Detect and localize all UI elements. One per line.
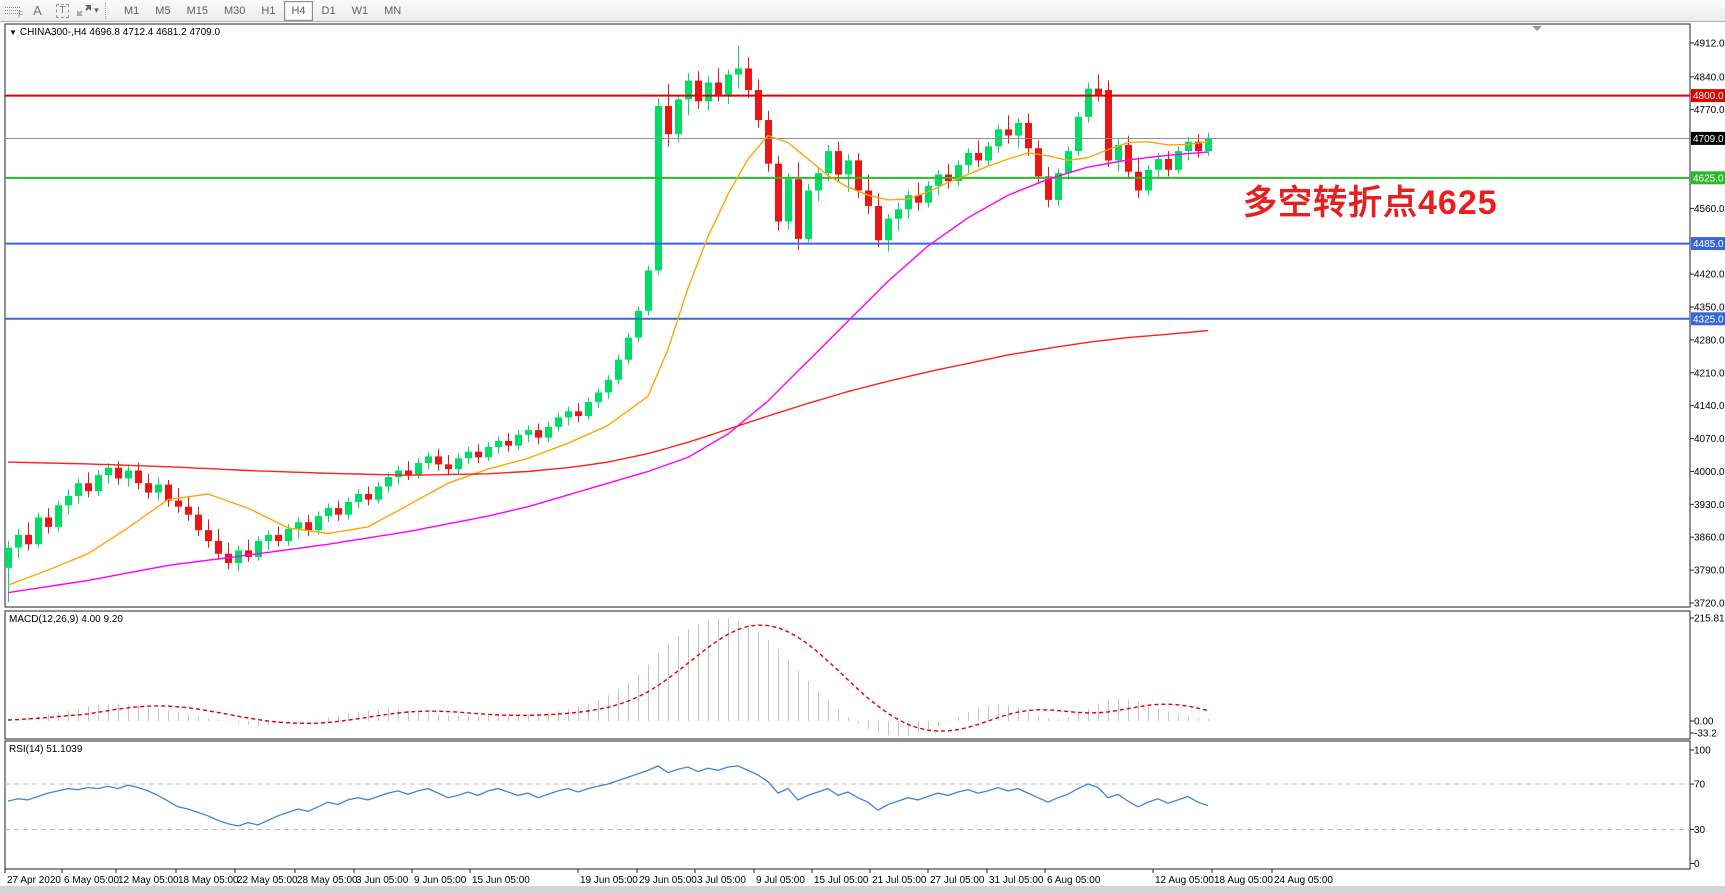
rsi-indicator-label: RSI(14) 51.1039 xyxy=(9,744,83,755)
rsi-axis-label: 30 xyxy=(1694,825,1706,836)
price-badge-label: 4485.0 xyxy=(1693,239,1724,250)
arrows-glyph-icon xyxy=(77,5,92,16)
price-axis-label: 4000.0 xyxy=(1694,467,1725,478)
timeframe-button-M5[interactable]: M5 xyxy=(155,4,171,17)
rsi-axis-label: 70 xyxy=(1694,780,1706,791)
time-axis-label: 21 Jul 05:00 xyxy=(872,875,927,886)
price-axis-label: 3720.0 xyxy=(1694,599,1725,610)
toolbar-grip[interactable] xyxy=(105,2,111,19)
time-axis-label: 19 Jun 05:00 xyxy=(580,875,638,886)
chevron-down-icon[interactable]: ▾ xyxy=(94,5,99,15)
text-label-tool-icon[interactable]: T xyxy=(51,1,74,21)
price-badge-label: 4709.0 xyxy=(1693,134,1724,145)
timeframe-button-M1[interactable]: M1 xyxy=(124,4,140,17)
fibonacci-retracement-tool-icon[interactable]: F xyxy=(1,1,24,21)
macd-axis-label: -33.2 xyxy=(1694,729,1717,740)
ma-medium-line xyxy=(7,151,1209,594)
time-axis-label: 18 May 05:00 xyxy=(178,875,239,886)
price-badge xyxy=(1691,312,1725,326)
text-tool-icon[interactable]: A xyxy=(33,3,42,18)
timeframe-button-M15[interactable]: M15 xyxy=(186,4,208,17)
price-axis-label: 4912.0 xyxy=(1694,39,1725,50)
fib-f-glyph: F xyxy=(18,10,23,19)
macd-axis-label: 0.00 xyxy=(1694,717,1714,728)
timeframe-button-H4[interactable]: H4 xyxy=(284,0,313,21)
rsi-axis-label: 100 xyxy=(1694,746,1711,757)
price-axis-label: 4770.0 xyxy=(1694,105,1725,116)
candles-layer xyxy=(5,46,1212,603)
time-axis-label: 24 Aug 05:00 xyxy=(1274,875,1333,886)
time-axis-label: 12 May 05:00 xyxy=(118,875,179,886)
symbol-ohlc-text: CHINA300-,H4 4696.8 4712.4 4681.2 4709.0 xyxy=(19,27,221,38)
time-axis-label: 29 Jun 05:00 xyxy=(639,875,697,886)
time-axis-label: 18 Aug 05:00 xyxy=(1214,875,1273,886)
price-axis-label: 4070.0 xyxy=(1694,434,1725,445)
timeframe-button-MN[interactable]: MN xyxy=(384,4,402,17)
price-badge xyxy=(1691,171,1725,185)
timeframe-button-W1[interactable]: W1 xyxy=(351,4,369,17)
price-axis: 4912.0 4840.0 4770.0 4560.0 4420.0 4350.0 4280… xyxy=(1690,39,1725,610)
main-toolbar: F A T ▾ M1 M5 M15 M30 H1 H4 D1 W1 MN xyxy=(0,0,1725,22)
price-axis-label: 4280.0 xyxy=(1694,335,1725,346)
price-axis-label: 4210.0 xyxy=(1694,368,1725,379)
time-axis-label: 28 May 05:00 xyxy=(297,875,358,886)
price-badge xyxy=(1691,237,1725,251)
price-badge-label: 4800.0 xyxy=(1693,91,1724,102)
time-axis-label: 3 Jun 05:00 xyxy=(356,875,409,886)
macd-signal-line xyxy=(7,624,1209,732)
macd-axis-label: 215.81 xyxy=(1694,614,1725,625)
price-badge xyxy=(1691,89,1725,103)
time-axis-label: 31 Jul 05:00 xyxy=(989,875,1044,886)
time-axis-label: 12 Aug 05:00 xyxy=(1155,875,1214,886)
trend-annotation: 多空转折点4625 xyxy=(1243,184,1498,222)
time-axis-label: 22 May 05:00 xyxy=(237,875,298,886)
panel-borders xyxy=(4,23,1691,870)
price-axis-label: 4140.0 xyxy=(1694,401,1725,412)
time-axis-label: 6 Aug 05:00 xyxy=(1047,875,1101,886)
price-badge-label: 4325.0 xyxy=(1693,314,1724,325)
time-axis-label: 15 Jun 05:00 xyxy=(472,875,530,886)
price-axis-label: 3930.0 xyxy=(1694,500,1725,511)
chart-shift-marker[interactable] xyxy=(1532,26,1542,31)
price-badge-label: 4625.0 xyxy=(1693,173,1724,184)
window-bottom-strip xyxy=(0,886,1725,893)
timeframe-button-M30[interactable]: M30 xyxy=(223,4,246,17)
price-axis-label: 4420.0 xyxy=(1694,270,1725,281)
time-axis-label: 9 Jul 05:00 xyxy=(756,875,805,886)
time-axis-label: 9 Jun 05:00 xyxy=(414,875,467,886)
fib-line-icon xyxy=(5,13,20,14)
ma-slow-line xyxy=(7,329,1209,476)
price-axis-label: 4350.0 xyxy=(1694,303,1725,314)
price-axis-label: 3790.0 xyxy=(1694,566,1725,577)
fib-line-icon xyxy=(5,10,20,11)
rsi-layer: 100 70 30 0 xyxy=(5,746,1711,870)
ma-fast-line xyxy=(7,134,1209,586)
time-axis-label: 27 Jul 05:00 xyxy=(930,875,985,886)
time-axis-label: 27 Apr 2020 xyxy=(7,875,61,886)
moving-averages-layer xyxy=(7,134,1209,594)
price-axis-label: 4840.0 xyxy=(1694,72,1725,83)
symbol-collapse-icon[interactable]: ▼ xyxy=(9,28,17,37)
timeframe-button-group: M1 M5 M15 M30 H1 H4 D1 W1 MN xyxy=(116,0,409,21)
fib-line-icon xyxy=(5,7,20,8)
time-axis-label: 15 Jul 05:00 xyxy=(814,875,869,886)
macd-indicator-label: MACD(12,26,9) 4.00 9.20 xyxy=(9,614,123,625)
rsi-line xyxy=(7,765,1209,827)
rsi-axis-label: 0 xyxy=(1694,859,1700,870)
timeframe-button-H1[interactable]: H1 xyxy=(261,4,276,17)
price-badge xyxy=(1691,131,1725,145)
time-axis-label: 3 Jul 05:00 xyxy=(697,875,746,886)
time-axis-label: 6 May 05:00 xyxy=(64,875,119,886)
level-lines[interactable] xyxy=(5,94,1690,320)
price-axis-label: 3860.0 xyxy=(1694,533,1725,544)
price-axis-label: 4560.0 xyxy=(1694,204,1725,215)
timeframe-button-D1[interactable]: D1 xyxy=(321,4,336,17)
symbol-info: ▼ CHINA300-,H4 4696.8 4712.4 4681.2 4709.… xyxy=(9,27,220,38)
arrows-tool-icon[interactable]: ▾ xyxy=(76,1,99,21)
macd-layer: 215.81 0.00-33.2 xyxy=(7,614,1725,740)
